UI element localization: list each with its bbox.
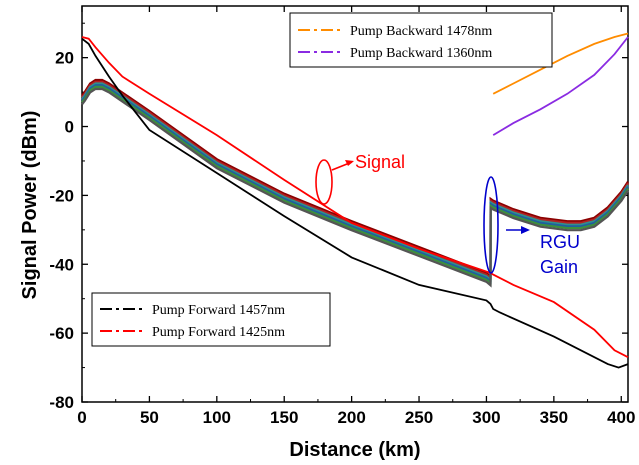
signal-annotation-ellipse [315, 159, 333, 205]
series-line-pump-backward-1478nm [492, 32, 629, 95]
y-tick-label: 20 [55, 49, 74, 68]
signal-annotation-arrowhead [345, 160, 354, 166]
rgu-annotation-ellipse [483, 176, 499, 274]
rgu-annotation-label-line2: Gain [540, 257, 578, 277]
legend-backward-box [289, 12, 553, 68]
x-tick-label: 0 [77, 408, 86, 427]
y-tick-label: 0 [65, 118, 74, 137]
series-line-pump-forward-1425nm [81, 36, 629, 359]
y-tick-label: -40 [49, 255, 74, 274]
signal-channel-line [81, 78, 629, 279]
y-tick-label: -60 [49, 324, 74, 343]
signal-channel-line [81, 82, 629, 283]
x-tick-label: 250 [405, 408, 433, 427]
legend-label-pump-backward-1478: Pump Backward 1478nm [350, 24, 492, 39]
x-tick-label: 350 [540, 408, 568, 427]
legend-forward-box [91, 292, 331, 347]
series-line-pump-backward-1360nm [492, 36, 629, 136]
rgu-annotation-label-line1: RGU [540, 232, 580, 252]
y-tick-label: -80 [49, 393, 74, 412]
legend-label-pump-forward-1425: Pump Forward 1425nm [152, 325, 285, 340]
legend-label-pump-backward-1360: Pump Backward 1360nm [350, 46, 492, 61]
signal-channel-line [81, 80, 629, 281]
plot-frame [81, 5, 629, 403]
series-line-pump-forward-1457nm [81, 37, 629, 369]
x-tick-label: 150 [270, 408, 298, 427]
signal-channel-line [81, 84, 629, 284]
x-tick-label: 100 [203, 408, 231, 427]
series-group [81, 32, 629, 369]
x-tick-label: 300 [472, 408, 500, 427]
legend-label-pump-forward-1457: Pump Forward 1457nm [152, 303, 285, 318]
rgu-annotation-arrowhead [521, 226, 530, 234]
x-axis-title: Distance (km) [289, 439, 420, 461]
x-tick-label: 50 [140, 408, 159, 427]
y-tick-label: -20 [49, 186, 74, 205]
x-tick-label: 400 [607, 408, 635, 427]
signal-channel-line [81, 87, 629, 288]
legend-backward: Pump Backward 1478nm Pump Backward 1360n… [289, 12, 553, 68]
signal-annotation-label: Signal [355, 152, 405, 172]
signal-channel-line [81, 85, 629, 286]
y-axis-title: Signal Power (dBm) [19, 111, 41, 300]
legend-forward: Pump Forward 1457nm Pump Forward 1425nm [91, 292, 331, 347]
x-tick-label: 200 [337, 408, 365, 427]
